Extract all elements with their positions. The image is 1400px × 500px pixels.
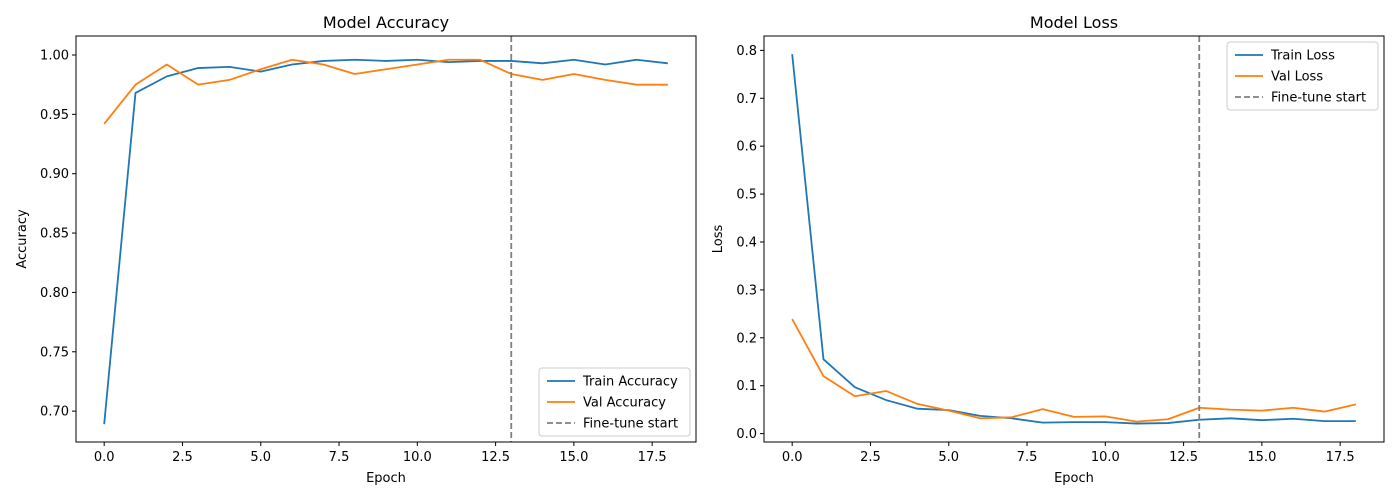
chart-2-plot-frame	[763, 35, 1385, 443]
chart-2-ytick-label: 0.2	[736, 331, 757, 346]
chart-1-xtick-label: 12.5	[481, 450, 510, 465]
chart-2-xtick-label: 10.0	[1091, 450, 1120, 465]
chart-1-series-train-accuracy-line	[103, 58, 668, 425]
chart-2: Model Loss 0.0 2.5 5.0 7.5 10.0 12.5 15.0 17.5 0.…	[711, 13, 1385, 486]
chart-2-series-val-loss-line	[791, 318, 1357, 423]
chart-2-xtick-label: 15.0	[1247, 450, 1276, 465]
chart-1-xtick-label: 0.0	[94, 450, 115, 465]
chart-1-legend-label: Train Accuracy	[582, 375, 678, 390]
chart-1-legend-label: Val Accuracy	[583, 396, 666, 411]
chart-2-xtick-label: 5.0	[938, 450, 959, 465]
chart-2-ytick-label: 0.0	[736, 427, 757, 442]
chart-2-legend-label: Train Loss	[1270, 49, 1335, 64]
chart-2-series-train-loss-line	[791, 54, 1356, 425]
chart-2-xlabel: Epoch	[1054, 471, 1094, 486]
chart-2-legend: Train Loss Val Loss Fine-tune start	[1226, 41, 1379, 111]
chart-2-ytick-label: 0.3	[736, 283, 757, 298]
chart-2-title: Model Loss	[1030, 13, 1118, 32]
chart-2-legend-box	[1226, 41, 1379, 111]
chart-2-xtick-label: 12.5	[1169, 450, 1198, 465]
chart-1-xtick-label: 7.5	[329, 450, 350, 465]
chart-1-xtick-label: 2.5	[172, 450, 193, 465]
chart-2-ylabel: Loss	[711, 225, 726, 254]
chart-1-xtick-label: 17.5	[638, 450, 667, 465]
chart-1-xtick-label: 10.0	[403, 450, 432, 465]
chart-1-ytick-label: 0.80	[40, 286, 69, 301]
chart-2-xtick-label: 17.5	[1326, 450, 1355, 465]
chart-1-legend-label: Fine-tune start	[583, 417, 678, 432]
chart-2-ytick-label: 0.5	[736, 188, 757, 203]
chart-1-series-val-accuracy-line	[103, 58, 668, 125]
chart-2-ytick-label: 0.6	[736, 140, 757, 155]
chart-1-plot-frame	[75, 35, 697, 443]
chart-1-xtick-label: 15.0	[559, 450, 588, 465]
chart-1-xtick-label: 5.0	[250, 450, 271, 465]
chart-2-xtick-label: 7.5	[1017, 450, 1038, 465]
chart-1: Model Accuracy 0.0 2.5 5.0 7.5 10.0 12.5 15.0 17…	[15, 13, 697, 486]
chart-2-xtick-label: 2.5	[860, 450, 881, 465]
chart-1-legend: Train Accuracy Val Accuracy Fine-tune star…	[538, 367, 691, 437]
chart-2-ytick-label: 0.7	[736, 92, 757, 107]
chart-1-ytick-label: 0.90	[40, 167, 69, 182]
chart-2-ytick-label: 0.8	[736, 44, 757, 59]
chart-1-ytick-label: 0.75	[40, 345, 69, 360]
chart-1-ytick-label: 0.95	[40, 108, 69, 123]
chart-2-xtick-label: 0.0	[782, 450, 803, 465]
chart-1-ylabel: Accuracy	[15, 209, 30, 269]
chart-1-ytick-label: 0.85	[40, 227, 69, 242]
chart-2-legend-label: Val Loss	[1271, 70, 1323, 85]
chart-1-legend-box	[538, 367, 691, 437]
chart-1-ytick-label: 0.70	[40, 405, 69, 420]
chart-2-ytick-label: 0.1	[736, 379, 757, 394]
chart-1-title: Model Accuracy	[323, 13, 449, 32]
chart-1-xlabel: Epoch	[366, 471, 406, 486]
chart-1-ytick-label: 1.00	[40, 48, 69, 63]
chart-2-ytick-label: 0.4	[736, 235, 757, 250]
chart-2-legend-label: Fine-tune start	[1271, 91, 1366, 106]
